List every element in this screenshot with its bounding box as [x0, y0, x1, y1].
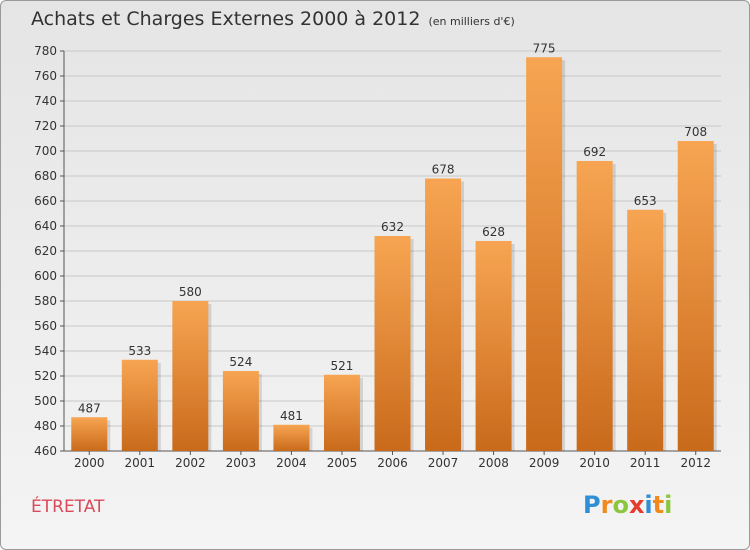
- data-label: 521: [331, 359, 354, 373]
- data-label: 653: [634, 194, 657, 208]
- y-tick-label: 780: [34, 44, 57, 58]
- y-tick-label: 660: [34, 194, 57, 208]
- bar-2001: [121, 359, 158, 451]
- commune-name: ÉTRETAT: [31, 497, 105, 517]
- bar-2012: [677, 141, 714, 451]
- x-tick-label: 2009: [529, 456, 560, 470]
- logo-letter: x: [628, 491, 645, 519]
- x-tick-label: 2007: [428, 456, 459, 470]
- data-label: 775: [533, 41, 556, 55]
- chart-title: Achats et Charges Externes 2000 à 2012 (e…: [31, 8, 515, 30]
- y-tick-label: 620: [34, 244, 57, 258]
- data-label: 678: [432, 163, 455, 177]
- labels: 487 2000 533 2001 580 2002 524 2003 481 2004 521 20…: [74, 41, 711, 470]
- y-tick-label: 560: [34, 319, 57, 333]
- x-tick-label: 2001: [125, 456, 156, 470]
- x-tick-label: 2010: [579, 456, 610, 470]
- y-tick-label: 520: [34, 369, 57, 383]
- y-tick-label: 640: [34, 219, 57, 233]
- logo-letter: i: [664, 491, 673, 519]
- bar-2008: [475, 241, 512, 451]
- y-tick-label: 480: [34, 419, 57, 433]
- x-tick-label: 2005: [327, 456, 358, 470]
- y-tick-label: 580: [34, 294, 57, 308]
- bar-2006: [374, 236, 411, 451]
- chart-subtitle: (en milliers d'€): [428, 15, 515, 28]
- y-tick-label: 700: [34, 144, 57, 158]
- data-label: 632: [381, 220, 404, 234]
- x-tick-label: 2012: [680, 456, 711, 470]
- y-tick-label: 600: [34, 269, 57, 283]
- y-tick-label: 460: [34, 444, 57, 458]
- axes: 460 480 500 520 540 560 580 600 620 640 660 680 700 7…: [34, 44, 721, 458]
- bar-2007: [425, 178, 462, 451]
- bar-2004: [273, 424, 310, 451]
- x-tick-label: 2006: [377, 456, 408, 470]
- y-tick-label: 720: [34, 119, 57, 133]
- x-tick-label: 2008: [478, 456, 509, 470]
- y-tick-label: 500: [34, 394, 57, 408]
- data-label: 692: [583, 145, 606, 159]
- bar-2010: [576, 161, 613, 451]
- bars: [71, 57, 717, 451]
- logo-letter: t: [652, 491, 665, 519]
- data-label: 580: [179, 285, 202, 299]
- data-label: 533: [128, 344, 151, 358]
- x-tick-label: 2011: [630, 456, 661, 470]
- x-tick-label: 2002: [175, 456, 206, 470]
- bar-2003: [222, 371, 259, 451]
- data-label: 481: [280, 409, 303, 423]
- data-label: 524: [229, 355, 252, 369]
- data-label: 487: [78, 401, 101, 415]
- bar-2009: [526, 57, 563, 451]
- bar-2011: [627, 209, 664, 451]
- bar-2005: [323, 374, 360, 451]
- x-tick-label: 2000: [74, 456, 105, 470]
- bar-2002: [172, 301, 209, 451]
- proxiti-logo[interactable]: Proxiti: [583, 491, 672, 519]
- data-label: 708: [684, 125, 707, 139]
- logo-letter: i: [644, 491, 653, 519]
- bar-2000: [71, 417, 108, 451]
- logo-letter: o: [612, 491, 629, 519]
- y-tick-label: 540: [34, 344, 57, 358]
- y-tick-label: 680: [34, 169, 57, 183]
- y-tick-label: 740: [34, 94, 57, 108]
- logo-letter: P: [583, 491, 601, 519]
- data-label: 628: [482, 225, 505, 239]
- x-tick-label: 2003: [226, 456, 257, 470]
- logo-letter: r: [600, 491, 613, 519]
- y-tick-label: 760: [34, 69, 57, 83]
- title-text: Achats et Charges Externes 2000 à 2012: [31, 8, 421, 30]
- x-tick-label: 2004: [276, 456, 307, 470]
